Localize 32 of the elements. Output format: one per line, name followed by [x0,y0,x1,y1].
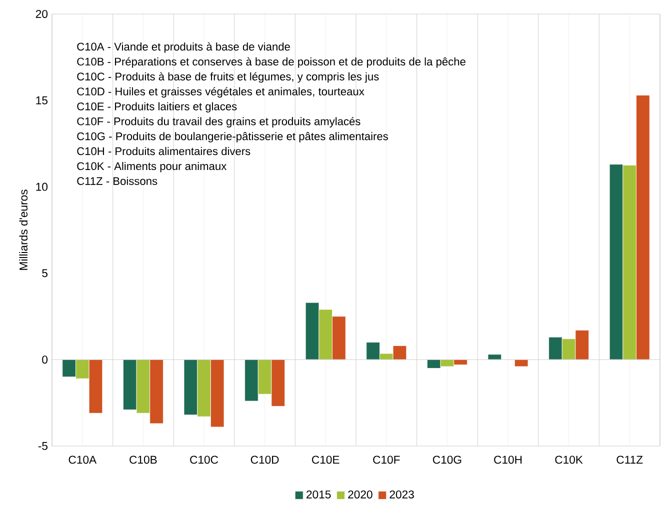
y-tick-label: 0 [42,355,48,364]
x-tick-label: C10E [312,456,340,464]
y-tick-label: -5 [38,442,48,450]
x-tick-label: C10K [555,456,583,464]
annotation: C10G - Produits de boulangerie-pâtisserie et pâtes alimentaires [77,132,388,142]
x-tick-label: C10D [250,456,279,464]
annotation: C10A - Viande et produits à base de viande [77,42,290,53]
annotation: C10D - Huiles et graisses végétales et animales, tourteaux [77,86,364,98]
legend-label: 2023 [390,490,414,498]
annotation: C10C - Produits à base de fruits et légumes, y compris les jus [77,72,379,82]
x-tick-label: C10F [373,456,400,464]
legend-label: 2020 [348,490,372,498]
x-tick-label: C11Z [616,456,643,464]
x-tick-label: C10B [130,456,157,464]
x-tick-label: C10C [190,456,218,464]
y-tick-label: 20 [36,10,48,18]
y-tick-label: 15 [36,96,48,104]
x-tick-label: C10A [68,456,97,464]
annotation: C10H - Produits alimentaires divers [77,146,250,155]
annotation: C10K - Aliments pour animaux [77,162,227,172]
annotation: C10E - Produits laitiers et glaces [77,102,237,112]
y-axis-title: Milliards d'euros [19,189,28,270]
y-tick-label: 10 [36,182,48,191]
x-tick-label: C10H [494,456,522,464]
legend-label: 2015 [306,490,331,498]
annotation: C11Z - Boissons [77,176,158,185]
bar [514,359,528,366]
annotation: C10B - Préparations et conserves à base de poisson et de produits de la pêche [77,57,466,68]
bar [488,354,502,360]
annotation: C10F - Produits du travail des grains et produits amylacés [77,116,360,128]
x-tick-label: C10G [432,456,462,464]
y-tick-label: 5 [42,269,48,277]
